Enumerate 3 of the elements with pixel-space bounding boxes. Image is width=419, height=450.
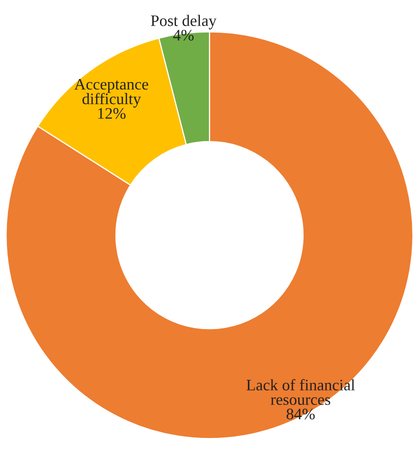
data-label: 12% bbox=[98, 108, 126, 119]
slice-label: Post delay bbox=[150, 14, 216, 30]
slice-label: Acceptance difficulty bbox=[74, 78, 148, 108]
